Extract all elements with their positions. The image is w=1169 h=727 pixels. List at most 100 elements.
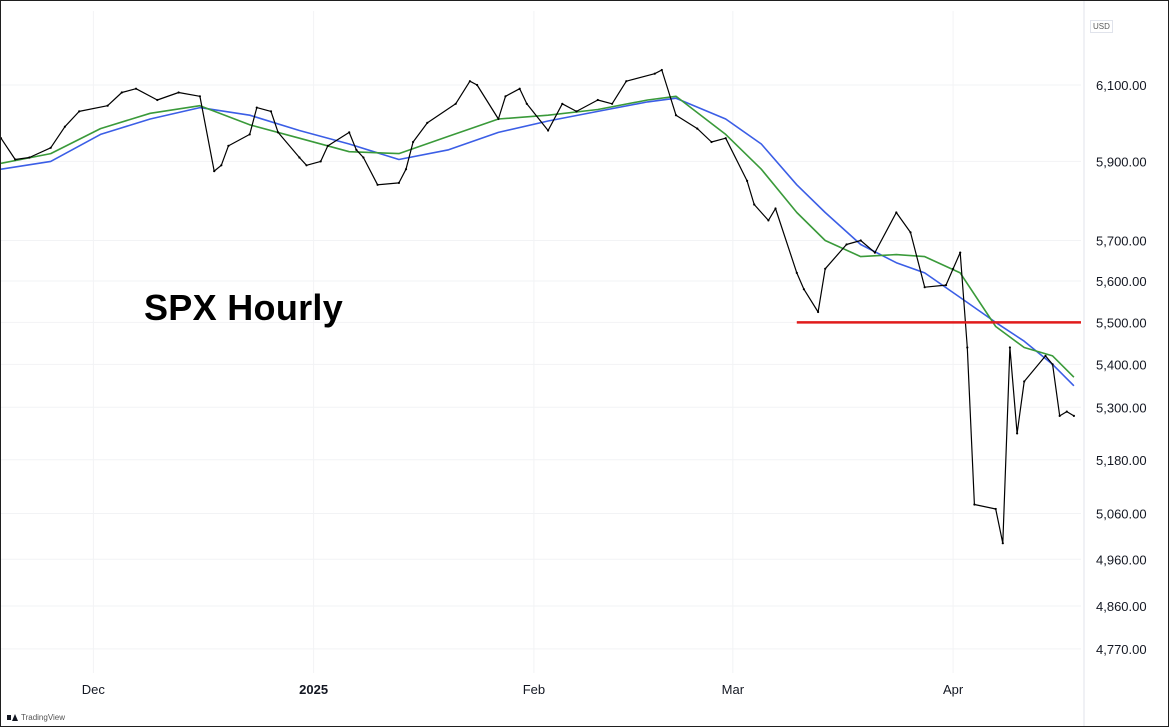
price-point [134, 87, 138, 90]
currency-label: USD [1090, 20, 1113, 33]
price-point [198, 95, 201, 98]
price-point [355, 148, 358, 151]
price-point [802, 288, 806, 291]
price-series [1, 68, 1075, 545]
price-point [774, 207, 777, 210]
price-point [326, 144, 329, 147]
price-point [625, 80, 628, 83]
price-point [504, 95, 507, 98]
price-point [468, 80, 471, 83]
price-axis: 6,100.00 5,900.00 5,700.00 5,600.00 5,500.00… [1096, 78, 1147, 657]
y-tick-label: 5,900.00 [1096, 154, 1147, 169]
price-point [404, 168, 408, 171]
watermark-text: TradingView [21, 713, 66, 722]
price-point [952, 267, 955, 270]
price-point [1023, 380, 1026, 383]
price-point [696, 127, 699, 130]
price-point [269, 110, 273, 113]
price-point [1044, 354, 1047, 357]
price-point [944, 284, 948, 287]
price-point [376, 183, 379, 186]
price-point [660, 68, 663, 72]
price-point [348, 131, 351, 134]
price-point [1058, 414, 1061, 417]
price-point [518, 87, 521, 90]
price-point [923, 286, 926, 289]
price-point [710, 140, 713, 144]
price-point [767, 219, 770, 222]
price-point [653, 72, 656, 75]
price-point [255, 106, 258, 109]
y-tick-label: 5,400.00 [1096, 357, 1147, 372]
price-point [547, 129, 550, 132]
price-point [78, 110, 81, 113]
price-point [859, 239, 862, 242]
price-point [298, 156, 301, 159]
price-point [63, 125, 66, 128]
moving-average-line-2 [1, 95, 1075, 378]
price-point [596, 98, 599, 102]
x-tick-label: Apr [943, 682, 964, 697]
price-point [28, 156, 31, 159]
price-point [1051, 363, 1054, 366]
price-point [1016, 432, 1019, 435]
price-point [248, 133, 251, 136]
x-tick-label: Mar [722, 682, 745, 697]
price-point [824, 267, 827, 270]
tradingview-logo: TradingView [7, 713, 65, 722]
price-point [525, 102, 528, 105]
price-point [873, 251, 877, 254]
price-point [412, 140, 415, 144]
price-point [220, 164, 223, 167]
x-tick-label: Dec [82, 682, 106, 697]
price-point [1008, 346, 1012, 349]
price-point [611, 102, 614, 105]
price-point [49, 146, 52, 149]
price-point [746, 179, 749, 182]
price-point [1, 137, 3, 140]
y-tick-label: 5,300.00 [1096, 400, 1147, 415]
tradingview-logo-icon [7, 714, 18, 721]
y-tick-label: 4,960.00 [1096, 552, 1147, 567]
y-tick-label: 4,860.00 [1096, 599, 1147, 614]
price-point [156, 98, 159, 102]
price-point [305, 164, 308, 167]
price-point [397, 181, 400, 184]
price-point [476, 83, 479, 87]
y-tick-label: 5,500.00 [1096, 315, 1147, 330]
time-axis: Dec 2025 Feb Mar Apr [82, 682, 964, 697]
price-point [845, 243, 848, 246]
price-point [426, 121, 429, 124]
moving-average-line-1 [1, 97, 1075, 387]
price-point [753, 203, 756, 206]
price-point [277, 131, 280, 134]
price-point [497, 117, 500, 121]
chart-title: SPX Hourly [144, 287, 344, 328]
price-point [724, 137, 727, 140]
price-point [973, 503, 976, 506]
price-point [1072, 414, 1075, 417]
price-point [454, 102, 457, 105]
y-tick-label: 5,700.00 [1096, 233, 1147, 248]
price-point [817, 310, 820, 314]
price-point [120, 91, 123, 94]
y-tick-label: 5,600.00 [1096, 274, 1147, 289]
moving-average-lines [1, 95, 1075, 387]
y-tick-label: 5,180.00 [1096, 453, 1147, 468]
price-point [213, 170, 216, 173]
price-point [319, 160, 322, 163]
price-point [14, 158, 17, 161]
price-point [362, 156, 365, 159]
y-tick-label: 6,100.00 [1096, 78, 1147, 93]
price-point [227, 144, 230, 147]
price-point [895, 211, 898, 214]
price-point [994, 507, 997, 511]
price-point [966, 346, 969, 349]
x-tick-label: Feb [523, 682, 545, 697]
price-point [909, 231, 912, 234]
price-point [959, 251, 962, 254]
x-tick-label: 2025 [299, 682, 328, 697]
price-point [561, 102, 564, 105]
